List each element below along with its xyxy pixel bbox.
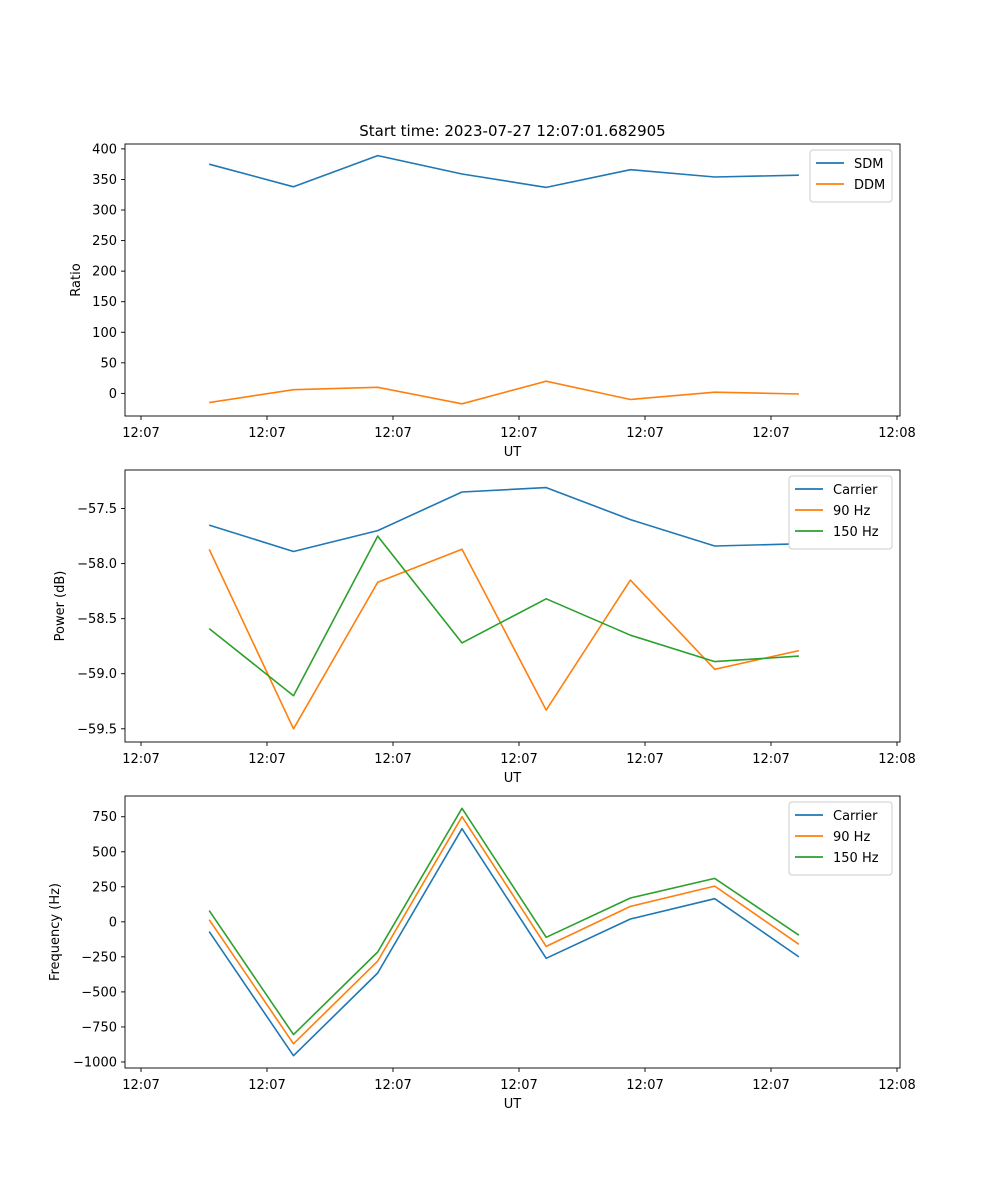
y-tick-label: 150 [92,295,117,310]
x-tick-label: 12:08 [878,426,915,441]
legend-label: 150 Hz [833,525,879,540]
y-tick-label: 50 [100,356,117,371]
figure-title: Start time: 2023-07-27 12:07:01.682905 [359,122,665,140]
x-tick-label: 12:07 [626,1078,663,1093]
x-tick-label: 12:08 [878,1078,915,1093]
plot-frame [124,143,901,417]
y-tick-label: −59.0 [77,667,117,682]
y-tick-label: 200 [92,265,117,280]
x-tick-label: 12:07 [626,426,663,441]
ratio-chart: 0 50 100 150 200 250 300 350 400 12:07 12:07 12:07 1… [69,142,916,460]
x-tick-label: 12:07 [752,426,789,441]
y-tick-label: 250 [92,234,117,249]
x-tick-label: 12:07 [122,752,159,767]
y-tick-label: −750 [81,1020,117,1035]
y-tick-label: −1000 [73,1055,117,1070]
series-line-carrier [208,486,799,553]
legend: Carrier 90 Hz 150 Hz [788,475,893,550]
y-tick-label: −58.0 [77,557,117,572]
series-line-carrier [208,827,800,1057]
series-line-90-hz [208,815,800,1045]
x-tick-label: 12:07 [248,1078,285,1093]
x-tick-label: 12:07 [752,1078,789,1093]
x-tick-label: 12:07 [248,752,285,767]
series-line-ddm [209,380,799,405]
y-tick-label: 0 [109,387,117,402]
y-tick-label: −59.5 [77,722,117,737]
frequency-chart: −1000 −750 −500 −250 0 250 500 750 12:07 12:07 12:… [48,795,916,1112]
y-axis-label: Frequency (Hz) [48,883,63,981]
legend-label: SDM [854,157,883,172]
legend-label: 90 Hz [833,830,870,845]
legend-label: Carrier [833,809,878,824]
y-tick-label: 400 [92,142,117,157]
legend: Carrier 90 Hz 150 Hz [788,801,893,876]
series-line-150-hz [208,807,800,1036]
x-tick-label: 12:07 [248,426,285,441]
y-tick-label: −250 [81,950,117,965]
series-line-sdm [208,154,799,189]
x-tick-label: 12:07 [374,752,411,767]
x-axis-label: UT [504,445,522,460]
y-tick-label: 350 [92,173,117,188]
plot-frame [124,469,901,743]
y-tick-label: 750 [92,810,117,825]
y-tick-label: −57.5 [77,502,117,517]
series-line-90-hz [208,548,800,730]
y-axis-label: Ratio [69,263,84,296]
legend-label: 90 Hz [833,504,870,519]
x-tick-label: 12:07 [500,1078,537,1093]
x-axis-label: UT [504,771,522,786]
x-tick-label: 12:07 [374,1078,411,1093]
x-tick-label: 12:07 [500,752,537,767]
series-line-150-hz [208,535,799,697]
y-tick-label: −58.5 [77,612,117,627]
x-tick-label: 12:07 [626,752,663,767]
y-tick-label: 100 [92,326,117,341]
y-tick-label: 250 [92,880,117,895]
y-tick-label: 500 [92,845,117,860]
y-tick-label: −500 [81,985,117,1000]
y-tick-label: 0 [109,915,117,930]
x-tick-label: 12:07 [500,426,537,441]
x-tick-label: 12:08 [878,752,915,767]
power-chart: −59.5 −59.0 −58.5 −58.0 −57.5 12:07 12:07 12:07… [53,469,916,786]
y-axis-label: Power (dB) [53,571,68,642]
plot-frame [124,795,901,1069]
legend-label: 150 Hz [833,851,879,866]
x-axis-label: UT [504,1097,522,1112]
x-tick-label: 12:07 [374,426,411,441]
x-tick-label: 12:07 [122,1078,159,1093]
legend: SDM DDM [809,149,893,203]
x-tick-label: 12:07 [752,752,789,767]
y-tick-label: 300 [92,204,117,219]
x-tick-label: 12:07 [122,426,159,441]
legend-label: Carrier [833,483,878,498]
legend-label: DDM [854,178,885,193]
